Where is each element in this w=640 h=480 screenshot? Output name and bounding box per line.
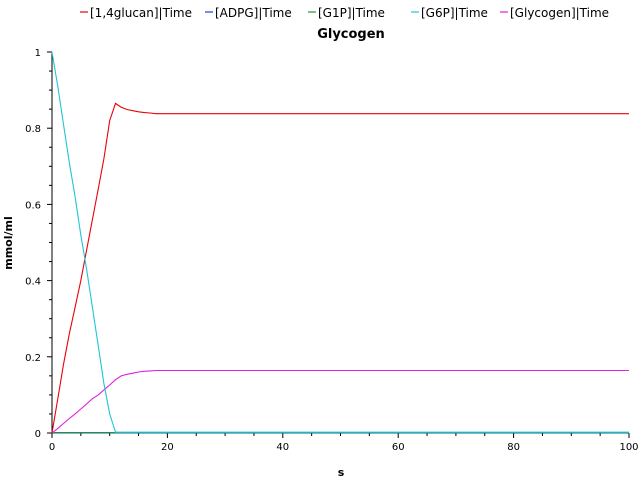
series-line xyxy=(51,51,629,433)
legend-label: [Glycogen]|Time xyxy=(510,6,609,20)
legend-label: [ADPG]|Time xyxy=(215,6,292,20)
y-tick-label: 0.8 xyxy=(25,124,41,135)
axes: 0 20 40 60 80 100 0 0.2 0.4 0.6 0.8 1 xyxy=(25,48,638,453)
series-line xyxy=(51,102,629,434)
x-tick-label: 20 xyxy=(161,442,174,453)
plot-lines xyxy=(51,51,629,434)
y-axis-label: mmol/ml xyxy=(2,216,15,270)
y-tick-label: 1 xyxy=(35,48,41,59)
y-tick-label: 0.4 xyxy=(25,277,41,288)
legend-label: [1,4glucan]|Time xyxy=(90,6,192,20)
y-tick-label: 0.6 xyxy=(25,200,41,211)
x-tick-label: 60 xyxy=(392,442,405,453)
series-line xyxy=(51,369,629,434)
x-axis-label: s xyxy=(338,466,345,479)
y-tick-label: 0.2 xyxy=(25,353,41,364)
legend-label: [G1P]|Time xyxy=(318,6,385,20)
x-tick-label: 100 xyxy=(619,442,638,453)
legend-label: [G6P]|Time xyxy=(421,6,488,20)
x-tick-label: 40 xyxy=(276,442,289,453)
x-tick-label: 80 xyxy=(507,442,520,453)
y-tick-label: 0 xyxy=(35,429,41,440)
chart-title: Glycogen xyxy=(317,27,385,42)
legend: [1,4glucan]|Time [ADPG]|Time [G1P]|Time [G6… xyxy=(80,6,609,20)
x-tick-label: 0 xyxy=(49,442,55,453)
